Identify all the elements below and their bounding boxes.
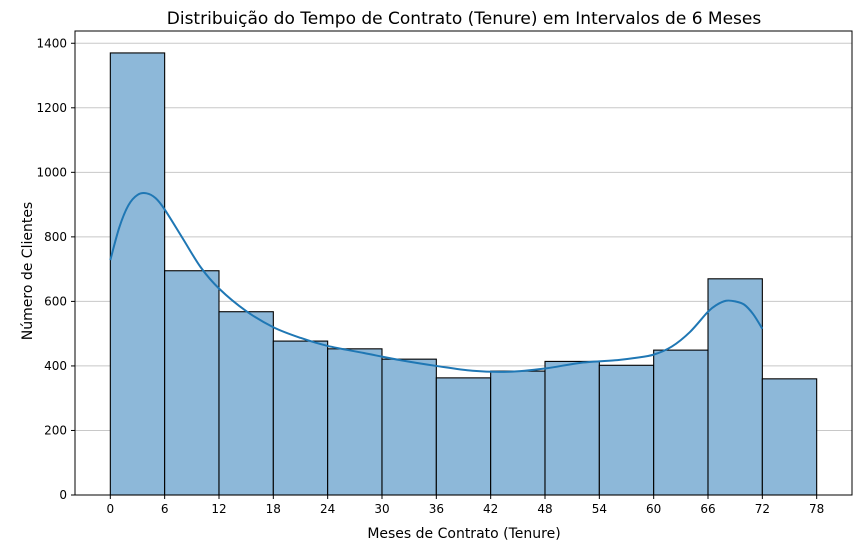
kde-curve: [109, 192, 764, 373]
x-tick-label-0: 0: [106, 502, 114, 516]
histogram-bar-18-24: [272, 340, 329, 496]
histogram-bar-36-42: [435, 377, 492, 496]
histogram-bar-60-66: [653, 349, 709, 496]
y-tick-label-1200: 1200: [36, 101, 67, 115]
kde-curve-group: [109, 192, 764, 373]
x-tick-label-18: 18: [266, 502, 281, 516]
y-tick-label-1400: 1400: [36, 36, 67, 50]
y-tick-label-800: 800: [44, 230, 67, 244]
x-axis-label: Meses de Contrato (Tenure): [367, 526, 560, 542]
x-tick-label-30: 30: [374, 502, 389, 516]
x-tick-label-66: 66: [700, 502, 715, 516]
histogram-bar-24-30: [327, 348, 383, 496]
y-tick-label-0: 0: [59, 488, 67, 502]
x-tick-label-36: 36: [429, 502, 444, 516]
axes-frame: [74, 30, 853, 496]
histogram-bar-0-6: [109, 52, 166, 496]
histogram-bar-72-78: [761, 378, 818, 496]
chart-title: Distribuição do Tempo de Contrato (Tenur…: [167, 9, 762, 29]
histogram-bar-12-18: [218, 311, 274, 496]
x-tick-label-54: 54: [592, 502, 607, 516]
y-tick-label-600: 600: [44, 294, 67, 308]
x-tick-label-12: 12: [211, 502, 226, 516]
x-tick-label-60: 60: [646, 502, 661, 516]
x-tick-label-48: 48: [537, 502, 552, 516]
y-tick-label-400: 400: [44, 359, 67, 373]
histogram-bar-30-36: [381, 358, 437, 496]
y-axis-ticks: 0 200 400 600 800 1000 1200 1400: [36, 36, 75, 502]
x-tick-label-72: 72: [755, 502, 770, 516]
histogram-bar-48-54: [544, 360, 600, 496]
x-tick-label-24: 24: [320, 502, 335, 516]
histogram-bar-66-72: [707, 278, 763, 496]
x-tick-label-6: 6: [161, 502, 169, 516]
x-axis-ticks: 0 6 12 18 24 30 36 42 48 54 60 66 72 78: [106, 495, 824, 516]
y-axis-label: Número de Clientes: [20, 202, 36, 340]
y-tick-label-200: 200: [44, 423, 67, 437]
x-tick-label-42: 42: [483, 502, 498, 516]
histogram-bar-42-48: [490, 370, 546, 496]
histogram-bars: [109, 52, 818, 496]
x-tick-label-78: 78: [809, 502, 824, 516]
histogram-bar-6-12: [164, 270, 220, 496]
y-tick-label-1000: 1000: [36, 165, 67, 179]
histogram-bar-54-60: [598, 364, 655, 496]
